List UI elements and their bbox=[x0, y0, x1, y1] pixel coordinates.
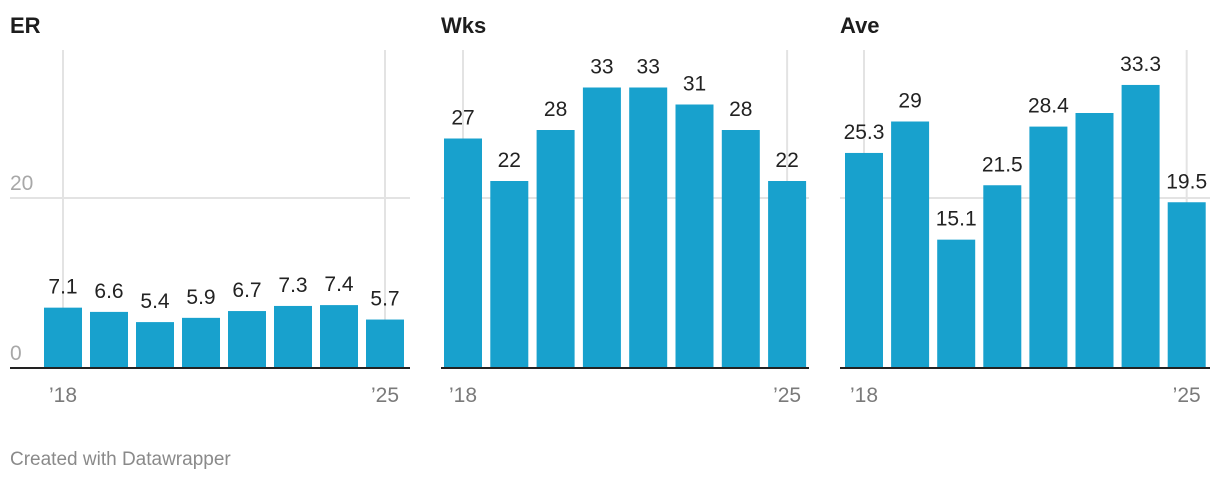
bar bbox=[1029, 126, 1068, 368]
chart-panel-ave: Ave 25.3 29 15.1 21.5 28.4 33.3 19.5 ’18 ’25 bbox=[840, 13, 1210, 407]
bar bbox=[768, 181, 807, 368]
panel-title: ER bbox=[10, 13, 41, 38]
value-label: 19.5 bbox=[1166, 170, 1207, 193]
value-label: 15.1 bbox=[936, 208, 977, 231]
bar bbox=[983, 185, 1022, 368]
x-tick-label-last: ’25 bbox=[371, 384, 399, 407]
bar bbox=[490, 181, 529, 368]
bar bbox=[182, 317, 220, 368]
value-label: 27 bbox=[451, 107, 474, 130]
value-label: 21.5 bbox=[982, 153, 1023, 176]
panel-title: Ave bbox=[840, 13, 880, 38]
value-label: 5.9 bbox=[186, 286, 215, 309]
bar bbox=[90, 311, 128, 368]
bar bbox=[891, 121, 930, 368]
value-label: 33 bbox=[637, 56, 660, 79]
value-label: 6.7 bbox=[232, 279, 261, 302]
value-label: 5.4 bbox=[140, 290, 170, 313]
bar bbox=[582, 87, 621, 368]
x-tick-label-last: ’25 bbox=[1173, 384, 1201, 407]
chart-panel-er: ER 0 20 7.1 6.6 5.4 5.9 6.7 7.3 7.4 5.7 ’18 ’25 bbox=[10, 13, 410, 407]
bar bbox=[675, 104, 714, 368]
y-tick-label: 20 bbox=[10, 172, 33, 195]
value-label: 28.4 bbox=[1028, 95, 1069, 118]
value-label: 22 bbox=[498, 149, 521, 172]
value-label: 7.4 bbox=[324, 273, 354, 296]
value-label: 28 bbox=[729, 98, 752, 121]
value-label: 22 bbox=[775, 149, 798, 172]
y-tick-label: 0 bbox=[10, 342, 22, 365]
value-label: 7.1 bbox=[48, 276, 77, 299]
bar bbox=[228, 311, 266, 368]
bar bbox=[845, 152, 883, 368]
panel-title: Wks bbox=[441, 13, 486, 38]
value-label: 7.3 bbox=[278, 274, 307, 297]
bar bbox=[1167, 202, 1206, 368]
value-label: 33.3 bbox=[1120, 53, 1161, 76]
bar bbox=[320, 305, 358, 368]
value-label: 29 bbox=[898, 90, 921, 113]
value-label: 5.7 bbox=[370, 288, 399, 311]
bar bbox=[1121, 84, 1160, 368]
bar bbox=[629, 87, 668, 368]
value-label: 28 bbox=[544, 98, 567, 121]
value-label: 31 bbox=[683, 73, 706, 96]
bar bbox=[444, 138, 482, 368]
x-tick-label-first: ’18 bbox=[49, 384, 77, 407]
small-multiples-chart: ER 0 20 7.1 6.6 5.4 5.9 6.7 7.3 7.4 5.7 ’18 ’25 Wks 27… bbox=[10, 13, 1210, 407]
bar bbox=[721, 130, 760, 368]
value-label: 33 bbox=[590, 56, 613, 79]
bar bbox=[274, 305, 312, 368]
x-tick-label-last: ’25 bbox=[773, 384, 801, 407]
bar bbox=[937, 239, 976, 368]
bar bbox=[1075, 113, 1114, 368]
chart-panel-wks: Wks 27 22 28 33 33 31 28 22 ’18 ’25 bbox=[441, 13, 809, 407]
value-label: 25.3 bbox=[844, 121, 885, 144]
bar bbox=[366, 319, 404, 368]
bar bbox=[136, 322, 174, 368]
bar bbox=[44, 307, 82, 368]
datawrapper-credit: Created with Datawrapper bbox=[10, 449, 231, 470]
value-label: 6.6 bbox=[94, 280, 123, 303]
x-tick-label-first: ’18 bbox=[449, 384, 477, 407]
bar bbox=[536, 130, 575, 368]
x-tick-label-first: ’18 bbox=[850, 384, 878, 407]
